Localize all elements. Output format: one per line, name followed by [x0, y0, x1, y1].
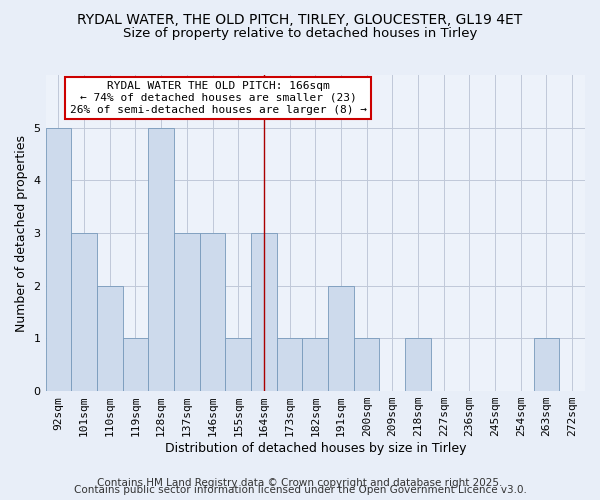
Bar: [533, 338, 559, 391]
Bar: [277, 338, 302, 391]
Text: RYDAL WATER THE OLD PITCH: 166sqm
← 74% of detached houses are smaller (23)
26% : RYDAL WATER THE OLD PITCH: 166sqm ← 74% …: [70, 82, 367, 114]
Bar: [251, 233, 277, 391]
Bar: [46, 128, 71, 391]
Text: Size of property relative to detached houses in Tirley: Size of property relative to detached ho…: [123, 28, 477, 40]
Bar: [122, 338, 148, 391]
Bar: [405, 338, 431, 391]
X-axis label: Distribution of detached houses by size in Tirley: Distribution of detached houses by size …: [164, 442, 466, 455]
Text: Contains HM Land Registry data © Crown copyright and database right 2025.: Contains HM Land Registry data © Crown c…: [97, 478, 503, 488]
Bar: [148, 128, 174, 391]
Bar: [302, 338, 328, 391]
Bar: [226, 338, 251, 391]
Bar: [354, 338, 379, 391]
Bar: [200, 233, 226, 391]
Y-axis label: Number of detached properties: Number of detached properties: [15, 134, 28, 332]
Bar: [174, 233, 200, 391]
Text: Contains public sector information licensed under the Open Government Licence v3: Contains public sector information licen…: [74, 485, 526, 495]
Bar: [97, 286, 122, 391]
Text: RYDAL WATER, THE OLD PITCH, TIRLEY, GLOUCESTER, GL19 4ET: RYDAL WATER, THE OLD PITCH, TIRLEY, GLOU…: [77, 12, 523, 26]
Bar: [328, 286, 354, 391]
Bar: [71, 233, 97, 391]
